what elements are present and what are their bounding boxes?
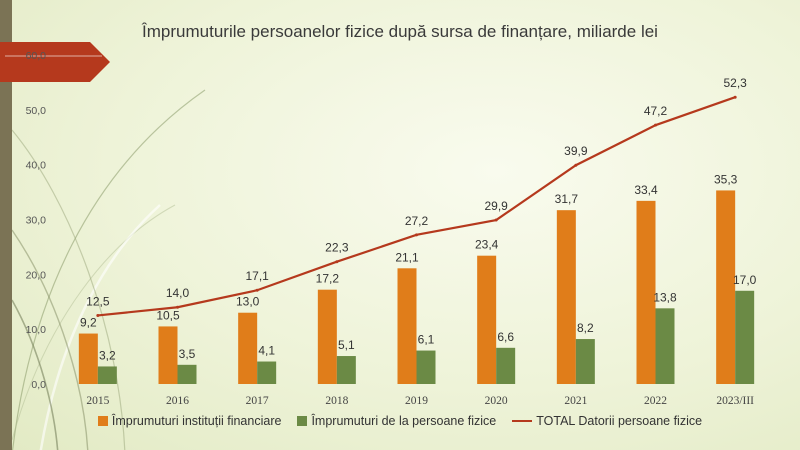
data-label-total: 22,3: [325, 241, 349, 255]
bar-individuals: [336, 356, 356, 384]
data-label-total: 39,9: [564, 144, 588, 158]
bar-financial-institutions: [78, 333, 98, 384]
title-banner: [0, 42, 110, 82]
y-tick-label: 60,0: [26, 50, 47, 62]
total-line-point: [494, 218, 498, 222]
total-line-point: [574, 163, 578, 167]
data-label-bar1: 33,4: [634, 183, 658, 197]
data-label-bar1: 31,7: [555, 192, 579, 206]
data-label-bar1: 35,3: [714, 172, 738, 186]
total-line-point: [654, 123, 657, 127]
total-line-point: [733, 95, 737, 99]
legend-label-bar2: Împrumuturi de la persoane fizice: [311, 414, 497, 428]
x-tick-label: 2020: [485, 395, 508, 407]
data-label-bar2: 4,1: [258, 344, 275, 358]
x-tick-label: 2018: [325, 395, 348, 407]
y-tick-label: 0,0: [31, 379, 46, 391]
x-tick-label: 2016: [166, 395, 189, 407]
legend: Împrumuturi instituții financiare Împrum…: [0, 414, 800, 428]
data-label-total: 29,9: [484, 199, 508, 213]
data-label-bar1: 10,5: [156, 308, 180, 322]
bar-individuals: [97, 366, 117, 384]
data-label-bar2: 3,5: [179, 347, 196, 361]
left-band: [0, 0, 12, 450]
legend-label-bar1: Împrumuturi instituții financiare: [111, 414, 282, 428]
x-tick-label: 2015: [86, 395, 109, 407]
x-tick-label: 2022: [644, 395, 667, 407]
data-label-bar1: 13,0: [236, 295, 260, 309]
bar-individuals: [257, 361, 277, 384]
data-label-bar1: 9,2: [80, 316, 97, 330]
bar-individuals: [416, 350, 436, 384]
total-line-point: [415, 233, 418, 237]
bar-financial-institutions: [477, 255, 497, 384]
x-tick-label: 2017: [246, 395, 269, 407]
y-tick-label: 50,0: [26, 105, 47, 117]
data-label-bar1: 17,2: [316, 272, 340, 286]
legend-label-line: TOTAL Datorii persoane fizice: [536, 414, 703, 428]
legend-item-financial-institutions: Împrumuturi instituții financiare: [97, 414, 282, 428]
bar-financial-institutions: [556, 210, 576, 384]
bar-financial-institutions: [238, 312, 258, 384]
y-tick-label: 30,0: [26, 215, 47, 227]
data-label-total: 14,0: [166, 286, 190, 300]
bar-financial-institutions: [636, 200, 656, 384]
bar-individuals: [735, 290, 755, 384]
data-label-bar2: 6,6: [497, 330, 514, 344]
bar-financial-institutions: [716, 190, 736, 384]
data-label-bar1: 23,4: [475, 238, 499, 252]
legend-swatch-bar2: [297, 416, 308, 426]
data-label-total: 27,2: [405, 214, 429, 228]
total-line-point: [176, 305, 179, 309]
bar-financial-institutions: [158, 326, 178, 384]
bar-financial-institutions: [317, 289, 337, 384]
total-line-point: [96, 313, 100, 317]
data-label-bar2: 5,1: [338, 338, 355, 352]
total-line-point: [335, 260, 339, 264]
data-label-bar2: 17,0: [733, 273, 757, 287]
bar-financial-institutions: [397, 268, 417, 384]
data-label-total: 47,2: [644, 104, 668, 118]
y-tick-label: 40,0: [26, 160, 47, 172]
data-label-bar2: 6,1: [418, 333, 435, 347]
bar-individuals: [177, 364, 197, 384]
data-label-total: 12,5: [86, 294, 110, 308]
bar-individuals: [496, 347, 516, 384]
legend-item-individuals: Împrumuturi de la persoane fizice: [297, 414, 496, 428]
data-label-bar2: 8,2: [577, 321, 594, 335]
x-tick-label: 2023/III: [716, 395, 754, 407]
legend-swatch-bar1: [97, 416, 108, 426]
data-label-bar2: 3,2: [99, 348, 116, 362]
total-line-point: [255, 288, 259, 292]
y-tick-label: 10,0: [26, 324, 47, 336]
legend-swatch-line: [512, 420, 533, 422]
data-label-bar1: 21,1: [395, 250, 419, 264]
data-label-bar2: 13,8: [653, 290, 677, 304]
chart-title: Împrumuturile persoanelor fizice după su…: [142, 22, 658, 41]
x-tick-label: 2019: [405, 395, 428, 407]
bar-individuals: [575, 339, 595, 384]
data-label-total: 52,3: [723, 76, 747, 90]
bar-individuals: [655, 308, 675, 384]
x-tick-label: 2021: [564, 395, 587, 407]
legend-item-total: TOTAL Datorii persoane fizice: [512, 414, 702, 428]
data-label-total: 17,1: [245, 269, 269, 283]
y-tick-label: 20,0: [26, 269, 47, 281]
